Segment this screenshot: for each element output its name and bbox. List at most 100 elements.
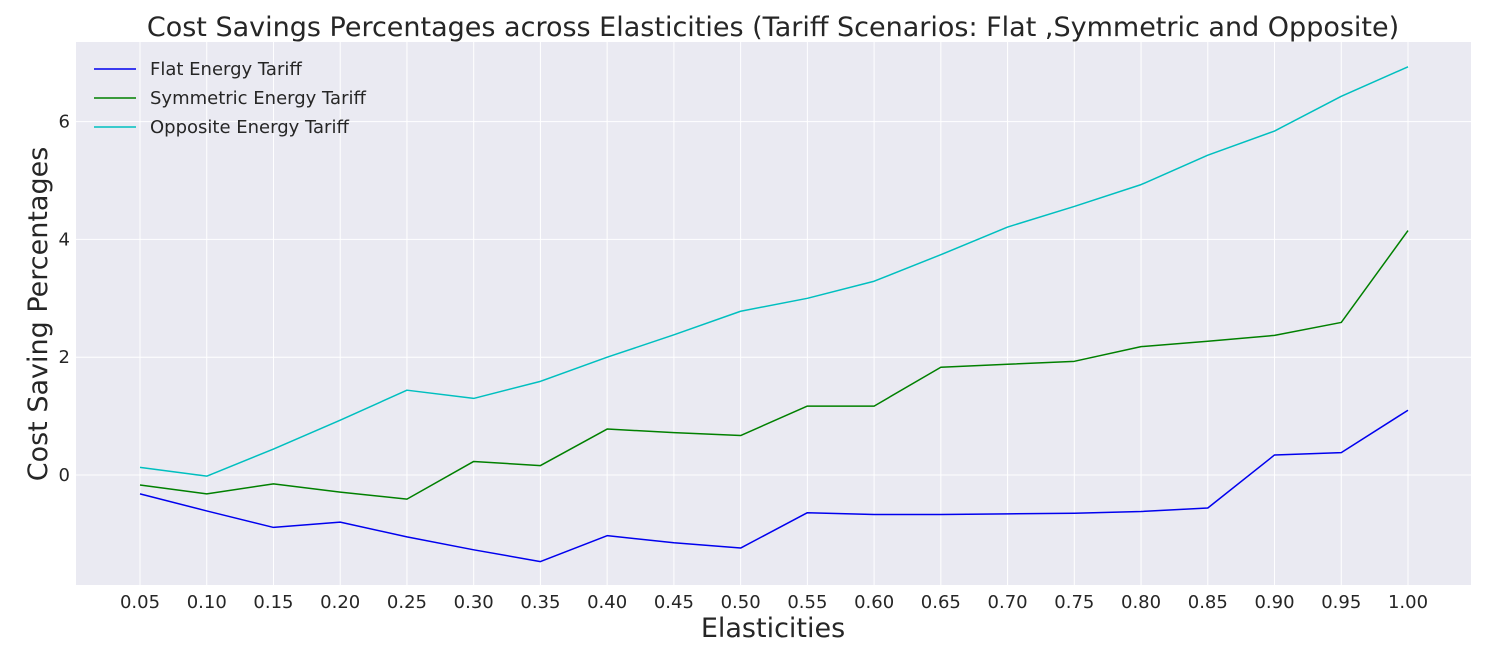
data-point-symmetric-energy-tariff (605, 427, 609, 431)
data-point-symmetric-energy-tariff (939, 365, 943, 369)
data-point-flat-energy-tariff (605, 534, 609, 538)
data-point-opposite-energy-tariff (672, 333, 676, 337)
x-tick-label: 0.80 (1121, 592, 1161, 613)
legend-label-flat-energy-tariff: Flat Energy Tariff (150, 59, 302, 80)
data-point-flat-energy-tariff (1072, 511, 1076, 515)
data-point-symmetric-energy-tariff (1406, 229, 1410, 233)
data-point-flat-energy-tariff (338, 520, 342, 524)
x-tick-label: 0.10 (187, 592, 227, 613)
y-tick-label: 2 (59, 347, 70, 368)
plot-area (76, 42, 1471, 585)
data-point-opposite-energy-tariff (205, 474, 209, 478)
data-point-flat-energy-tariff (138, 492, 142, 496)
data-point-symmetric-energy-tariff (805, 404, 809, 408)
data-point-opposite-energy-tariff (138, 465, 142, 469)
data-point-flat-energy-tariff (1339, 451, 1343, 455)
x-tick-label: 0.90 (1254, 592, 1294, 613)
x-tick-label: 0.55 (787, 592, 827, 613)
data-point-flat-energy-tariff (1273, 453, 1277, 457)
data-point-flat-energy-tariff (405, 535, 409, 539)
data-point-opposite-energy-tariff (1006, 225, 1010, 229)
legend-label-symmetric-energy-tariff: Symmetric Energy Tariff (150, 88, 366, 109)
data-point-symmetric-energy-tariff (271, 482, 275, 486)
data-point-symmetric-energy-tariff (739, 434, 743, 438)
x-tick-label: 0.20 (320, 592, 360, 613)
x-tick-label: 0.35 (520, 592, 560, 613)
y-tick-label: 4 (59, 229, 70, 250)
series-lines (138, 65, 1410, 564)
data-point-symmetric-energy-tariff (138, 483, 142, 487)
data-point-opposite-energy-tariff (472, 396, 476, 400)
data-point-flat-energy-tariff (672, 541, 676, 545)
x-tick-label: 0.45 (654, 592, 694, 613)
data-point-flat-energy-tariff (1406, 408, 1410, 412)
data-point-flat-energy-tariff (939, 512, 943, 516)
x-tick-label: 0.05 (120, 592, 160, 613)
y-axis-label: Cost Saving Percentages (23, 147, 54, 482)
x-tick-label: 0.95 (1321, 592, 1361, 613)
data-point-opposite-energy-tariff (271, 447, 275, 451)
data-point-opposite-energy-tariff (605, 355, 609, 359)
data-point-flat-energy-tariff (1006, 512, 1010, 516)
data-point-opposite-energy-tariff (1139, 183, 1143, 187)
x-tick-label: 0.25 (387, 592, 427, 613)
legend-label-opposite-energy-tariff: Opposite Energy Tariff (150, 117, 349, 138)
data-point-opposite-energy-tariff (405, 388, 409, 392)
data-point-flat-energy-tariff (1206, 506, 1210, 510)
series-line-flat-energy-tariff (139, 409, 1409, 563)
data-point-flat-energy-tariff (271, 525, 275, 529)
x-tick-label: 0.85 (1188, 592, 1228, 613)
data-point-flat-energy-tariff (739, 546, 743, 550)
data-point-symmetric-energy-tariff (205, 492, 209, 496)
data-point-symmetric-energy-tariff (1072, 359, 1076, 363)
x-tick-label: 0.50 (721, 592, 761, 613)
x-axis-label: Elasticities (701, 613, 845, 644)
data-point-flat-energy-tariff (1139, 510, 1143, 514)
data-point-flat-energy-tariff (472, 548, 476, 552)
data-point-flat-energy-tariff (805, 511, 809, 515)
data-point-symmetric-energy-tariff (872, 404, 876, 408)
y-tick-labels: 0 2 4 6 (59, 112, 70, 486)
data-point-opposite-energy-tariff (872, 279, 876, 283)
data-point-opposite-energy-tariff (939, 253, 943, 257)
legend: Flat Energy Tariff Symmetric Energy Tarif… (94, 59, 366, 138)
data-point-flat-energy-tariff (872, 512, 876, 516)
data-point-symmetric-energy-tariff (405, 497, 409, 501)
chart-title: Cost Savings Percentages across Elastici… (147, 12, 1399, 43)
data-point-opposite-energy-tariff (1273, 129, 1277, 133)
data-point-opposite-energy-tariff (1339, 94, 1343, 98)
data-point-flat-energy-tariff (205, 509, 209, 513)
y-tick-label: 0 (59, 465, 70, 486)
data-point-opposite-energy-tariff (1406, 65, 1410, 69)
data-point-opposite-energy-tariff (1206, 153, 1210, 157)
data-point-opposite-energy-tariff (805, 296, 809, 300)
series-line-opposite-energy-tariff (139, 66, 1409, 477)
data-point-symmetric-energy-tariff (538, 464, 542, 468)
x-tick-label: 0.75 (1054, 592, 1094, 613)
x-tick-labels: 0.05 0.10 0.15 0.20 0.25 0.30 0.35 0.40 0.45 0.50… (120, 592, 1428, 613)
data-point-symmetric-energy-tariff (1006, 362, 1010, 366)
data-point-symmetric-energy-tariff (672, 431, 676, 435)
data-point-opposite-energy-tariff (739, 309, 743, 313)
data-point-opposite-energy-tariff (338, 418, 342, 422)
x-tick-label: 1.00 (1388, 592, 1428, 613)
x-tick-label: 0.70 (988, 592, 1028, 613)
data-point-opposite-energy-tariff (538, 379, 542, 383)
data-point-symmetric-energy-tariff (1273, 333, 1277, 337)
data-point-symmetric-energy-tariff (1206, 339, 1210, 343)
x-tick-label: 0.15 (253, 592, 293, 613)
data-point-symmetric-energy-tariff (338, 490, 342, 494)
data-point-opposite-energy-tariff (1072, 204, 1076, 208)
data-point-symmetric-energy-tariff (472, 459, 476, 463)
data-point-flat-energy-tariff (538, 560, 542, 564)
x-tick-label: 0.40 (587, 592, 627, 613)
x-tick-label: 0.60 (854, 592, 894, 613)
data-point-symmetric-energy-tariff (1139, 345, 1143, 349)
x-tick-label: 0.30 (454, 592, 494, 613)
data-point-symmetric-energy-tariff (1339, 320, 1343, 324)
y-tick-label: 6 (59, 112, 70, 133)
x-tick-label: 0.65 (921, 592, 961, 613)
series-line-symmetric-energy-tariff (139, 230, 1409, 500)
grid-lines (76, 42, 1471, 585)
